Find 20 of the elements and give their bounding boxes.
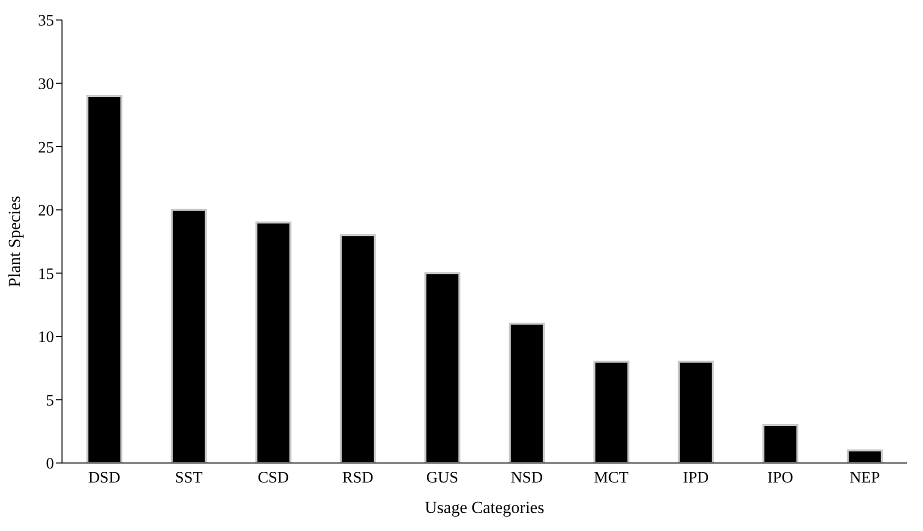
x-axis-title: Usage Categories (424, 498, 544, 517)
y-tick-label: 35 (38, 12, 54, 30)
x-tick-label: GUS (426, 469, 458, 486)
y-tick-label: 0 (46, 456, 54, 473)
y-tick-label: 25 (38, 139, 54, 156)
y-tick-label: 30 (38, 76, 54, 93)
y-tick-label: 10 (38, 329, 54, 346)
y-tick-label: 5 (46, 392, 54, 410)
y-axis-title: Plant Species (5, 196, 24, 288)
x-tick-label: IPO (767, 469, 794, 486)
x-tick-label: NSD (510, 469, 543, 486)
y-tick-label: 15 (38, 266, 54, 283)
x-tick-label: IPD (682, 469, 709, 486)
x-tick-label: DSD (88, 469, 120, 486)
x-tick-label: CSD (258, 469, 289, 486)
x-tick-label: NEP (850, 469, 880, 486)
y-tick-label: 20 (38, 202, 54, 220)
x-tick-label: RSD (342, 469, 374, 486)
x-tick-label: MCT (594, 469, 629, 486)
x-tick-label: SST (174, 469, 203, 486)
